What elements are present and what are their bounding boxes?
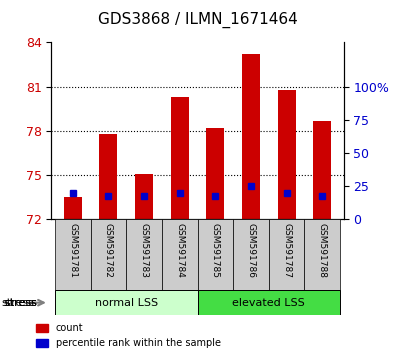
FancyBboxPatch shape [269,219,305,290]
Text: GSM591781: GSM591781 [68,223,77,278]
Text: GSM591782: GSM591782 [104,223,113,278]
FancyBboxPatch shape [90,219,126,290]
Text: elevated LSS: elevated LSS [232,298,305,308]
Text: stress: stress [4,298,37,308]
Bar [242,54,260,219]
Text: normal LSS: normal LSS [95,298,158,308]
Bar [135,174,153,219]
Text: GSM591786: GSM591786 [246,223,256,278]
FancyBboxPatch shape [162,219,198,290]
Text: stress: stress [1,298,34,308]
Bar [313,121,331,219]
Bar [171,97,188,219]
Bar [207,128,224,219]
Text: GSM591783: GSM591783 [139,223,149,278]
Bar [64,198,82,219]
FancyBboxPatch shape [233,219,269,290]
Text: GSM591788: GSM591788 [318,223,327,278]
FancyBboxPatch shape [198,219,233,290]
FancyBboxPatch shape [55,219,90,290]
Legend: count, percentile rank within the sample: count, percentile rank within the sample [36,324,221,348]
Text: GSM591785: GSM591785 [211,223,220,278]
Bar [278,90,295,219]
Bar [100,134,117,219]
FancyBboxPatch shape [305,219,340,290]
FancyBboxPatch shape [126,219,162,290]
FancyBboxPatch shape [55,290,198,315]
Text: GDS3868 / ILMN_1671464: GDS3868 / ILMN_1671464 [98,12,297,28]
Text: GSM591787: GSM591787 [282,223,291,278]
FancyBboxPatch shape [198,290,340,315]
Text: GSM591784: GSM591784 [175,223,184,278]
Text: stress: stress [4,298,40,308]
